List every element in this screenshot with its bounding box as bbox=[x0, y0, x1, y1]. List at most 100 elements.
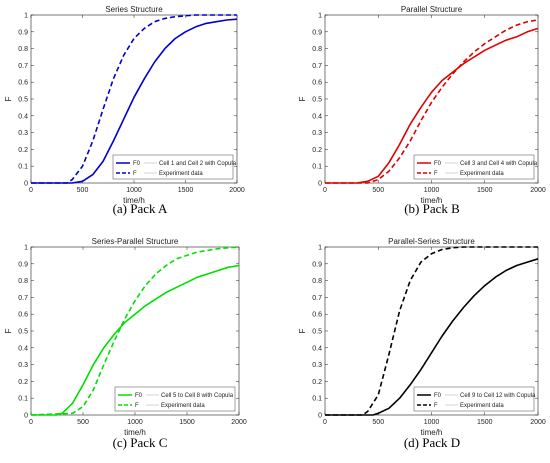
y-tick-label: 0.3 bbox=[18, 362, 28, 369]
y-tick-label: 0.4 bbox=[18, 345, 28, 352]
x-tick-label: 0 bbox=[29, 187, 33, 194]
panel-caption: (d) Pack D bbox=[404, 435, 460, 450]
x-tick-label: 500 bbox=[77, 419, 89, 426]
y-tick-label: 0.6 bbox=[18, 80, 28, 87]
x-tick-label: 0 bbox=[29, 419, 33, 426]
y-tick-label: 0.7 bbox=[312, 295, 322, 302]
y-tick-label: 0.7 bbox=[18, 295, 28, 302]
y-axis-label: F bbox=[4, 328, 13, 333]
y-tick-label: 0.5 bbox=[18, 329, 28, 336]
legend-note: Cell 3 and Cell 4 with Copula bbox=[460, 161, 538, 167]
legend-note: Experiment data bbox=[159, 171, 203, 177]
y-tick-label: 0.6 bbox=[312, 80, 322, 87]
x-tick-label: 500 bbox=[372, 187, 384, 194]
x-tick-label: 0 bbox=[323, 187, 327, 194]
legend-note: Experiment data bbox=[460, 171, 504, 177]
legend-label: F bbox=[434, 171, 438, 177]
series-line-f bbox=[325, 246, 538, 416]
chart-title: Series-Parallel Structure bbox=[92, 237, 179, 246]
x-axis-label: time/h bbox=[123, 196, 145, 205]
series-line-f bbox=[325, 19, 539, 184]
x-tick-label: 1500 bbox=[179, 419, 195, 426]
y-tick-label: 0 bbox=[318, 181, 322, 188]
x-tick-label: 0 bbox=[323, 419, 327, 426]
y-tick-label: 0 bbox=[24, 181, 28, 188]
y-tick-label: 0.1 bbox=[18, 396, 28, 403]
x-axis-label: time/h bbox=[124, 428, 146, 437]
legend-note: Experiment data bbox=[161, 403, 205, 409]
x-tick-label: 1000 bbox=[424, 187, 440, 194]
y-tick-label: 0.1 bbox=[312, 396, 322, 403]
series-line-f0 bbox=[325, 258, 539, 416]
y-tick-label: 0.1 bbox=[18, 164, 28, 171]
y-tick-label: 1 bbox=[318, 245, 322, 252]
legend-note: Cell 1 and Cell 2 with Copula bbox=[159, 161, 237, 167]
x-axis-label: time/h bbox=[421, 196, 443, 205]
y-tick-label: 0.9 bbox=[18, 29, 28, 36]
chart-panel-3: Series-Parallel Structure 0 0.1 0.2 0.3 0.4 0.… bbox=[4, 237, 247, 450]
y-tick-label: 0.2 bbox=[312, 147, 322, 154]
series-line-f bbox=[30, 246, 240, 416]
panel-caption: (c) Pack C bbox=[113, 435, 168, 450]
series-line-f bbox=[31, 14, 237, 184]
y-tick-label: 0.8 bbox=[18, 278, 28, 285]
series-line-f0 bbox=[31, 264, 240, 416]
x-tick-label: 1500 bbox=[477, 419, 493, 426]
chart-panel-4: Parallel-Series Structure 0 0.1 0.2 0.3 0.4 0.… bbox=[298, 237, 546, 450]
y-tick-label: 0.5 bbox=[312, 97, 322, 104]
x-tick-label: 2000 bbox=[530, 187, 546, 194]
chart-panel-2: Parallel Structure 0 0.1 0.2 0.3 0.4 0.5 0.6 0.7… bbox=[298, 5, 546, 216]
y-tick-label: 0.4 bbox=[312, 113, 322, 120]
legend-box bbox=[413, 154, 535, 180]
legend-label: F0 bbox=[434, 161, 442, 167]
chart-panel-1: Series Structure 0 0.1 0.2 0.3 0.4 0.5 0.6 0.7 0.… bbox=[4, 5, 245, 216]
x-tick-label: 500 bbox=[372, 419, 384, 426]
x-tick-label: 2000 bbox=[530, 419, 546, 426]
legend-label: F bbox=[133, 171, 137, 177]
x-tick-label: 2000 bbox=[229, 187, 245, 194]
panel-caption: (b) Pack B bbox=[404, 201, 460, 216]
y-tick-label: 0.2 bbox=[312, 379, 322, 386]
x-tick-label: 1500 bbox=[178, 187, 194, 194]
y-axis-label: F bbox=[4, 96, 13, 101]
x-tick-label: 1000 bbox=[127, 419, 143, 426]
x-tick-label: 1500 bbox=[477, 187, 493, 194]
y-tick-label: 0.4 bbox=[312, 345, 322, 352]
y-tick-label: 0.7 bbox=[18, 63, 28, 70]
y-tick-label: 0.9 bbox=[312, 29, 322, 36]
legend-box bbox=[114, 386, 236, 412]
y-tick-label: 0 bbox=[318, 413, 322, 420]
y-tick-label: 0.6 bbox=[18, 312, 28, 319]
legend-label: F bbox=[135, 403, 139, 409]
x-tick-label: 1000 bbox=[126, 187, 142, 194]
series-line-f0 bbox=[325, 27, 539, 184]
legend-note: Experiment data bbox=[460, 403, 504, 409]
y-tick-label: 0.5 bbox=[312, 329, 322, 336]
y-tick-label: 0.7 bbox=[312, 63, 322, 70]
legend-note: Cell 9 to Cell 12 with Copula bbox=[460, 393, 536, 399]
y-tick-label: 0.5 bbox=[18, 97, 28, 104]
y-tick-label: 0.3 bbox=[312, 362, 322, 369]
chart-title: Parallel Structure bbox=[401, 5, 463, 14]
y-tick-label: 0.3 bbox=[312, 130, 322, 137]
y-tick-label: 0.4 bbox=[18, 113, 28, 120]
legend-label: F bbox=[434, 403, 438, 409]
y-tick-label: 1 bbox=[318, 13, 322, 20]
x-tick-label: 2000 bbox=[231, 419, 247, 426]
x-tick-label: 1000 bbox=[424, 419, 440, 426]
legend-box bbox=[112, 154, 234, 180]
y-tick-label: 1 bbox=[24, 13, 28, 20]
legend-note: Cell 5 to Cell 8 with Copula bbox=[161, 393, 234, 399]
y-tick-label: 0 bbox=[24, 413, 28, 420]
y-tick-label: 0.8 bbox=[312, 278, 322, 285]
y-axis-label: F bbox=[298, 96, 307, 101]
x-tick-label: 500 bbox=[77, 187, 89, 194]
y-tick-label: 0.8 bbox=[312, 46, 322, 53]
y-tick-label: 0.2 bbox=[18, 379, 28, 386]
y-tick-label: 0.9 bbox=[312, 261, 322, 268]
legend-box bbox=[413, 386, 535, 412]
y-tick-label: 0.3 bbox=[18, 130, 28, 137]
panel-caption: (a) Pack A bbox=[113, 201, 168, 216]
legend-label: F0 bbox=[133, 161, 141, 167]
